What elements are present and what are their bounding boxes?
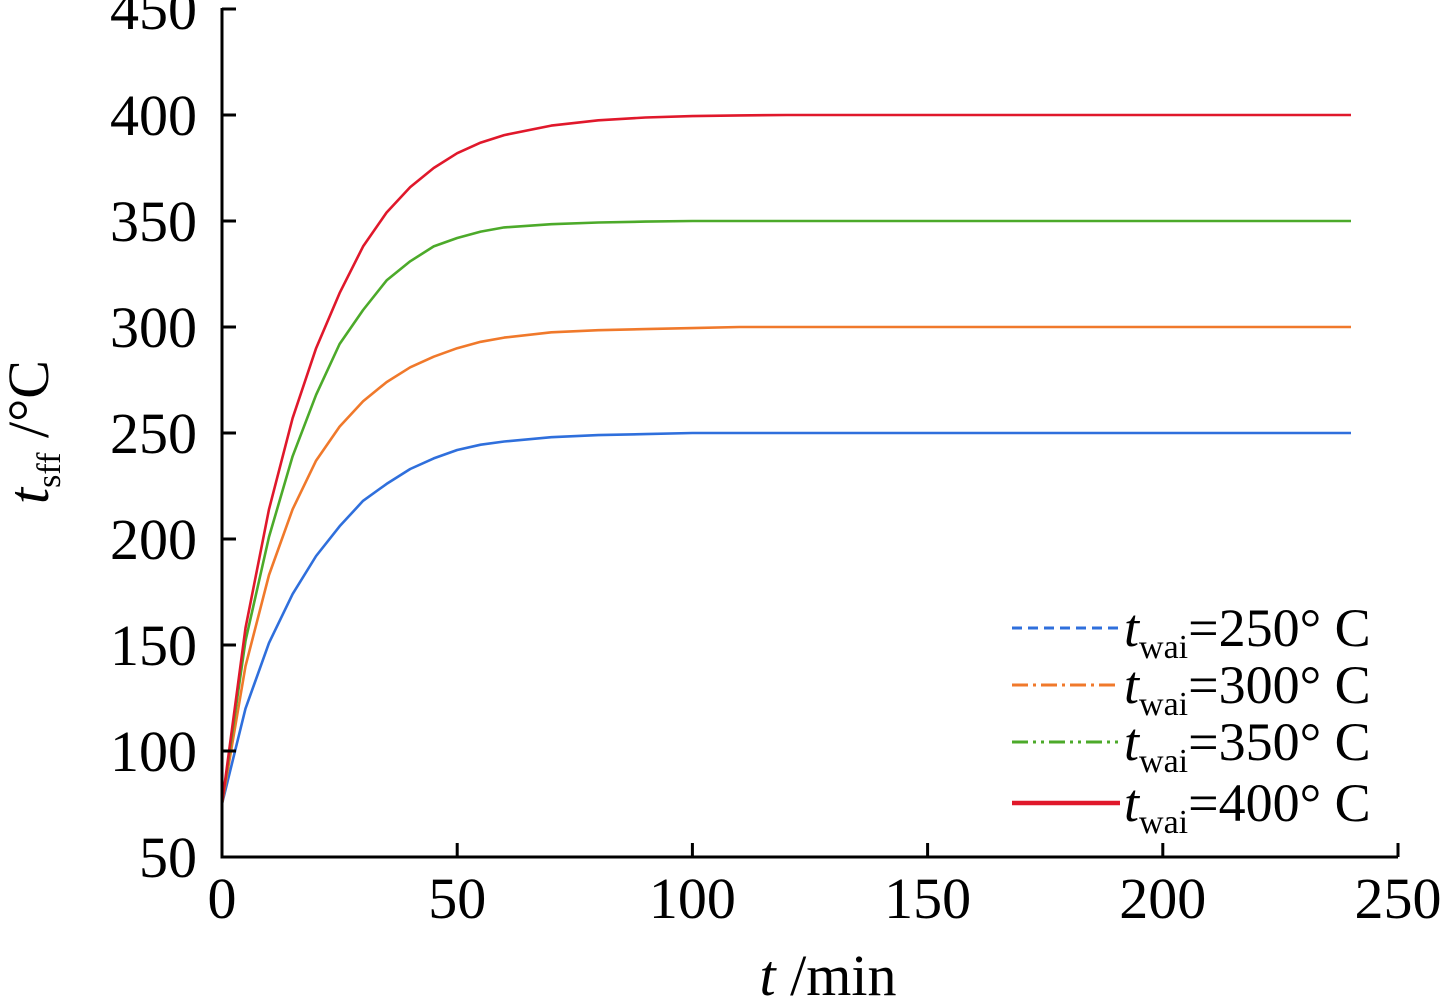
x-tick-label: 150 bbox=[884, 866, 971, 931]
series-line-1 bbox=[220, 431, 1351, 805]
y-tick-label: 150 bbox=[110, 613, 197, 678]
y-axis-variable: t bbox=[0, 486, 61, 504]
y-tick-label: 200 bbox=[110, 507, 197, 572]
y-tick-label: 300 bbox=[110, 295, 197, 360]
y-axis-title: tsff /°C bbox=[0, 360, 68, 504]
legend-label-4: twai=400° C bbox=[1124, 773, 1371, 841]
series-line-3 bbox=[220, 219, 1351, 805]
ticks bbox=[220, 7, 1400, 859]
y-tick-label: 400 bbox=[110, 83, 197, 148]
x-tick-label: 100 bbox=[649, 866, 736, 931]
plot-lines bbox=[220, 113, 1351, 805]
y-axis-subscript: sff bbox=[31, 452, 68, 488]
y-tick-label: 50 bbox=[139, 825, 197, 890]
x-axis-unit: /min bbox=[776, 943, 897, 1000]
x-axis-title: t /min bbox=[760, 943, 897, 1000]
series-line-4 bbox=[220, 113, 1351, 805]
series-line-2 bbox=[220, 325, 1351, 805]
legend-label-1: twai=250° C bbox=[1124, 598, 1371, 666]
y-tick-label: 100 bbox=[110, 719, 197, 784]
y-tick-label: 250 bbox=[110, 401, 197, 466]
x-tick-label: 50 bbox=[428, 866, 486, 931]
y-tick-label: 350 bbox=[110, 189, 197, 254]
y-tick-label: 450 bbox=[110, 0, 197, 42]
y-axis-unit: /°C bbox=[0, 360, 61, 453]
tick-labels: 0 50 100 150 200 2505010015020025030035040045… bbox=[110, 0, 1442, 931]
legend-label-2: twai=300° C bbox=[1124, 655, 1371, 723]
legend-label-3: twai=350° C bbox=[1124, 712, 1371, 780]
x-tick-label: 200 bbox=[1119, 866, 1206, 931]
x-axis-variable: t bbox=[760, 943, 778, 1000]
x-tick-label: 250 bbox=[1355, 866, 1442, 931]
x-tick-label: 0 bbox=[208, 866, 237, 931]
